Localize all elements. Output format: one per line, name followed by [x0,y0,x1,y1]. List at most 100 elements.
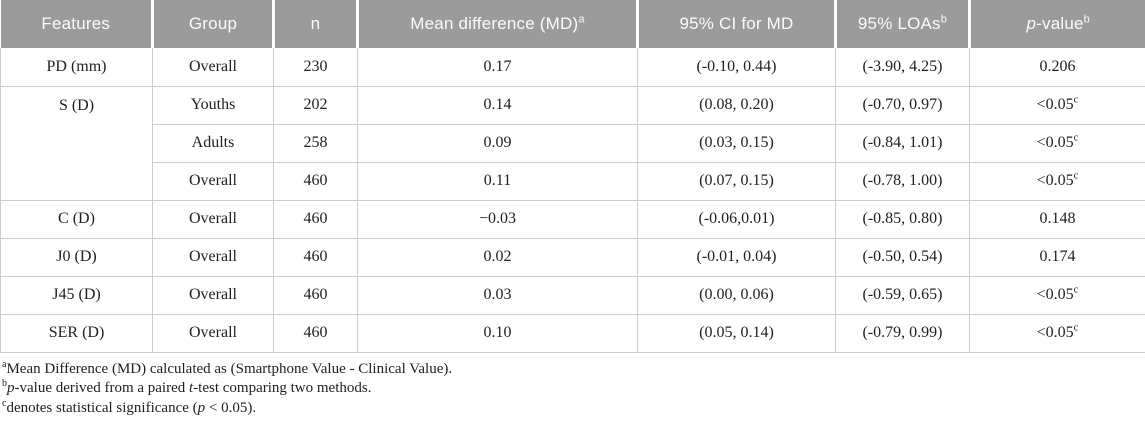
pvalue-text: <0.05 [1036,172,1074,189]
col-header-group-label: Group [188,14,238,33]
cell-ci: (-0.10, 0.44) [637,48,836,87]
table-body: PD (mm) Overall 230 0.17 (-0.10, 0.44) (… [0,48,1145,353]
table-row-s-overall: Overall 460 0.11 (0.07, 0.15) (-0.78, 1.… [1,161,1145,201]
loas-superscript: b [940,13,948,26]
pvalue-text: <0.05 [1036,96,1074,113]
cell-mean-difference: 0.11 [357,161,638,201]
col-header-n-label: n [310,14,321,33]
footnote-b-marker: b [2,378,7,389]
cell-pvalue: 0.206 [969,48,1145,87]
cell-loa: (-0.84, 1.01) [835,123,970,163]
cell-ci: (-0.06,0.01) [637,199,836,239]
cell-pvalue: <0.05c [969,313,1145,353]
cell-pvalue: 0.148 [969,199,1145,239]
cell-pvalue: <0.05c [969,275,1145,315]
table-row-ser: SER (D) Overall 460 0.10 (0.05, 0.14) (-… [0,313,1145,353]
table-row-j0: J0 (D) Overall 460 0.02 (-0.01, 0.04) (-… [0,237,1145,277]
cell-group: Overall [152,48,274,87]
footnote-a-marker: a [2,358,7,370]
cell-loa: (-0.59, 0.65) [835,275,970,315]
table-row-s-adults: Adults 258 0.09 (0.03, 0.15) (-0.84, 1.0… [1,123,1145,163]
cell-ci: (0.00, 0.06) [637,275,836,315]
footnote-b-italic-p: p [7,380,15,396]
table-footnotes: aMean Difference (MD) calculated as (Sma… [2,358,1145,419]
cell-group: Overall [152,199,274,239]
col-header-ci: 95% CI for MD [636,0,836,48]
table-header: Features Group n Mean difference (MD)a 9… [0,0,1145,48]
col-header-pvalue-label: -value [1036,14,1084,33]
pvalue-superscript: b [1083,13,1090,26]
col-header-loas: 95% LOAsb [834,0,970,48]
col-header-n: n [272,0,358,48]
footnote-b-text-1: -value derived from a paired [14,380,189,396]
cell-loa: (-3.90, 4.25) [835,48,970,87]
significance-superscript: c [1073,132,1079,144]
footnote-b: bp-value derived from a paired t-test co… [2,379,1145,399]
cell-group: Adults [152,123,274,163]
cell-group: Overall [152,161,274,201]
cell-pvalue: <0.05c [969,85,1145,125]
cell-pvalue: 0.174 [969,237,1145,277]
cell-feature: S (D) [0,85,153,201]
pvalue-italic-p: p [1026,14,1037,33]
cell-n: 202 [273,85,358,125]
footnote-b-text-2: -test comparing two methods. [193,380,372,396]
col-header-group: Group [151,0,274,48]
cell-feature: C (D) [0,199,153,239]
cell-mean-difference: 0.14 [357,85,638,125]
pvalue-text: 0.206 [1039,57,1076,75]
cell-feature: J45 (D) [0,275,153,315]
footnote-b-italic-t: t [189,380,194,396]
cell-n: 460 [273,313,358,353]
col-header-loas-label: 95% LOAs [857,14,941,33]
cell-n: 460 [273,275,358,315]
pvalue-text: 0.148 [1039,210,1076,227]
significance-superscript: c [1073,322,1079,334]
col-header-ci-label: 95% CI for MD [679,14,794,33]
cell-group: Overall [152,275,274,315]
table-row-pd: PD (mm) Overall 230 0.17 (-0.10, 0.44) (… [0,48,1145,87]
cell-loa: (-0.78, 1.00) [835,161,970,201]
col-header-features: Features [0,0,153,48]
significance-superscript: c [1073,94,1079,106]
col-header-mean-difference: Mean difference (MD)a [356,0,638,48]
footnote-c-marker: c [2,397,7,409]
cell-mean-difference: 0.09 [357,123,638,163]
cell-n: 460 [273,237,358,277]
cell-group: Youths [152,85,274,125]
cell-pvalue: <0.05c [969,123,1145,163]
footnote-c: cdenotes statistical significance (p < 0… [2,397,1145,419]
cell-ci: (0.08, 0.20) [637,85,836,125]
cell-feature: J0 (D) [0,237,153,277]
col-header-features-label: Features [41,14,111,33]
pvalue-text: 0.174 [1039,248,1076,265]
cell-mean-difference: 0.02 [357,237,638,277]
pvalue-text: <0.05 [1036,134,1074,151]
cell-mean-difference: −0.03 [357,199,638,239]
cell-mean-difference: 0.17 [357,48,638,87]
significance-superscript: c [1073,170,1079,182]
md-superscript: a [578,13,585,26]
cell-ci: (0.03, 0.15) [637,123,836,163]
cell-mean-difference: 0.03 [357,275,638,315]
pvalue-text: <0.05 [1036,324,1074,341]
cell-n: 460 [273,199,358,239]
cell-mean-difference: 0.10 [357,313,638,353]
cell-loa: (-0.70, 0.97) [835,85,970,125]
header-row: Features Group n Mean difference (MD)a 9… [0,0,1145,48]
footnote-c-text-1: denotes statistical significance ( [6,399,198,416]
table-row-s-youths: S (D) Youths 202 0.14 (0.08, 0.20) (-0.7… [0,85,1145,201]
table-row-c: C (D) Overall 460 −0.03 (-0.06,0.01) (-0… [0,199,1145,239]
cell-loa: (-0.50, 0.54) [835,237,970,277]
cell-n: 230 [273,48,358,87]
col-header-md-label: Mean difference (MD) [410,14,579,33]
cell-feature: PD (mm) [0,48,153,87]
cell-loa: (-0.79, 0.99) [835,313,970,353]
cell-ci: (-0.01, 0.04) [637,237,836,277]
cell-ci: (0.07, 0.15) [637,161,836,201]
cell-ci: (0.05, 0.14) [637,313,836,353]
significance-superscript: c [1073,284,1079,296]
cell-pvalue: <0.05c [969,161,1145,201]
cell-group: Overall [152,237,274,277]
footnote-c-text-2: < 0.05). [205,399,257,416]
